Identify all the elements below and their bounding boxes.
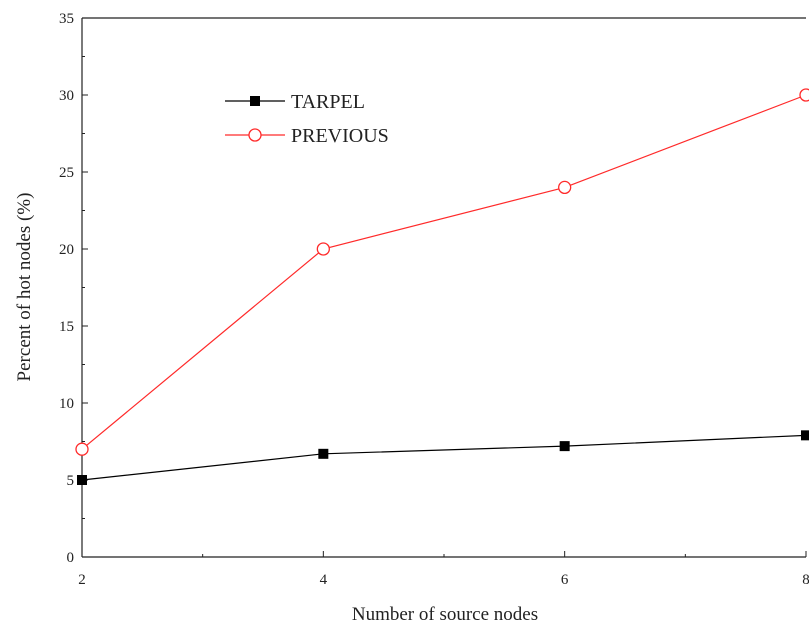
data-point-tarpel bbox=[801, 430, 809, 441]
legend-item-previous: PREVIOUS bbox=[225, 125, 389, 147]
data-point-previous bbox=[558, 180, 572, 195]
y-tick-label: 35 bbox=[59, 11, 74, 27]
y-tick-label: 0 bbox=[67, 550, 75, 566]
series-tarpel bbox=[77, 430, 809, 485]
y-tick-label: 5 bbox=[67, 473, 75, 489]
legend-swatch-marker bbox=[250, 96, 260, 106]
data-point-tarpel bbox=[559, 441, 570, 452]
plot-axes bbox=[81, 17, 806, 558]
y-tick-label: 20 bbox=[59, 242, 74, 258]
legend-swatch-marker bbox=[248, 128, 262, 142]
series-line-previous bbox=[81, 94, 807, 450]
x-tick-label: 8 bbox=[802, 572, 809, 588]
series-layer bbox=[75, 88, 809, 485]
x-tick-label: 6 bbox=[561, 572, 569, 588]
x-tick-label: 2 bbox=[78, 572, 86, 588]
y-tick-label: 10 bbox=[59, 396, 74, 412]
data-point-tarpel bbox=[318, 448, 329, 459]
data-point-tarpel bbox=[77, 475, 87, 485]
data-point-previous bbox=[799, 88, 809, 102]
legend-item-tarpel: TARPEL bbox=[225, 91, 365, 113]
data-point-previous bbox=[75, 442, 89, 456]
y-tick-label: 25 bbox=[59, 165, 74, 181]
axis-ticks: 0 5 10 15 20 25 30 35 2 4 6 8 bbox=[59, 11, 809, 588]
y-tick-label: 30 bbox=[59, 88, 74, 104]
legend-label: TARPEL bbox=[291, 91, 365, 113]
series-line-tarpel bbox=[81, 434, 807, 481]
legend-label: PREVIOUS bbox=[291, 125, 389, 147]
y-axis-title: Percent of hot nodes (%) bbox=[14, 193, 35, 382]
data-point-previous bbox=[316, 242, 330, 256]
x-tick-label: 4 bbox=[320, 572, 328, 588]
x-axis-title: Number of source nodes bbox=[352, 604, 538, 625]
series-previous bbox=[75, 88, 809, 456]
legend: TARPEL PREVIOUS bbox=[225, 91, 389, 147]
y-tick-label: 15 bbox=[59, 319, 74, 335]
